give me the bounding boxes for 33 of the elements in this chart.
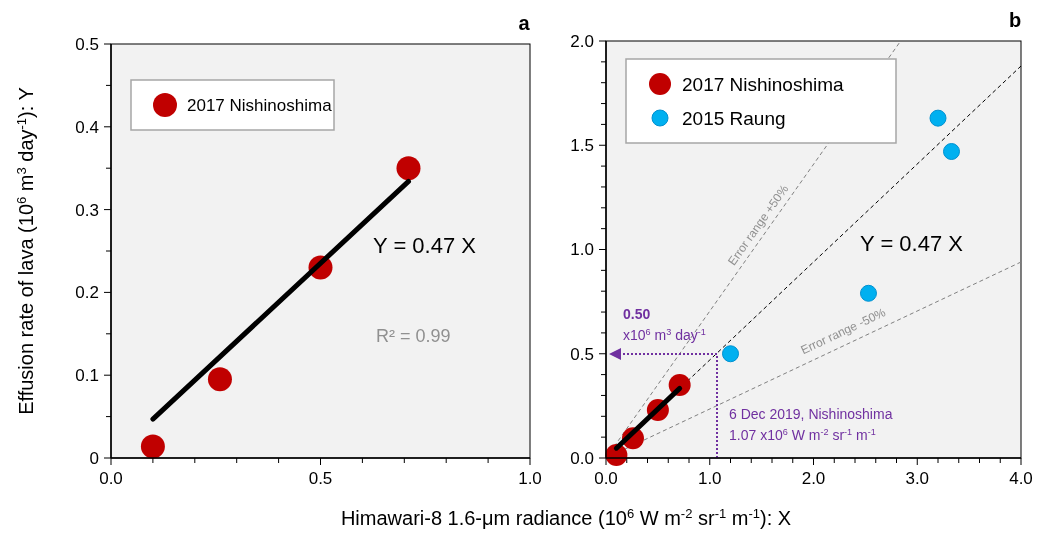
y-tick-label: 0.1 — [75, 366, 99, 386]
y-tick-label: 0.5 — [570, 344, 594, 364]
annotation: Y = 0.47 X — [860, 230, 964, 256]
y-tick-label: 1.5 — [570, 136, 594, 156]
y-tick-label: 0.3 — [75, 200, 99, 220]
x-tick-label: 4.0 — [1009, 469, 1033, 488]
chart-title: a — [518, 12, 531, 34]
x-tick-label: 2.0 — [801, 469, 826, 488]
x-tick-label: 1.0 — [518, 469, 542, 488]
annotation: 6 Dec 2019, Nishinoshima — [729, 405, 893, 422]
x-tick-label: 0.0 — [594, 469, 618, 488]
annotation: R² = 0.99 — [376, 326, 451, 347]
x-tick-label: 0.0 — [99, 469, 123, 488]
y-tick-label: 2.0 — [570, 31, 594, 51]
y-tick-label: 0 — [89, 448, 99, 468]
y-tick-label: 0.5 — [75, 34, 99, 54]
annotation: Y = 0.47 X — [373, 232, 477, 258]
legend-label: 2017 Nishinoshima — [682, 73, 845, 95]
text: Himawari-8 1.6-μm radiance (10$^{6}$ W m$^{-2}$ sr$^{-1}$ m$^{-1}$): X — [340, 505, 792, 529]
y-tick-label: 0.2 — [75, 283, 99, 303]
x-tick-label: 0.5 — [308, 469, 333, 488]
y-tick-label: 1.0 — [570, 240, 594, 260]
y-tick-label: 0.4 — [75, 117, 99, 137]
annotation: x10$^{6}$ m$^{3}$ day$^{-1}$ — [623, 326, 706, 343]
y-tick-label: 0.0 — [570, 448, 594, 468]
legend-label: 2015 Raung — [682, 107, 786, 129]
annotation: Error range -50% — [798, 305, 888, 358]
annotation: 1.07 x10$^{6}$ W m$^{-2}$ sr$^{-1}$ m$^{-1}$ — [729, 426, 876, 443]
x-tick-label: 3.0 — [905, 469, 930, 488]
annotation: 0.50 — [623, 305, 651, 322]
chart-title: b — [1008, 9, 1022, 31]
legend-label: 2017 Nishinoshima — [187, 95, 333, 115]
x-tick-label: 1.0 — [697, 469, 722, 488]
